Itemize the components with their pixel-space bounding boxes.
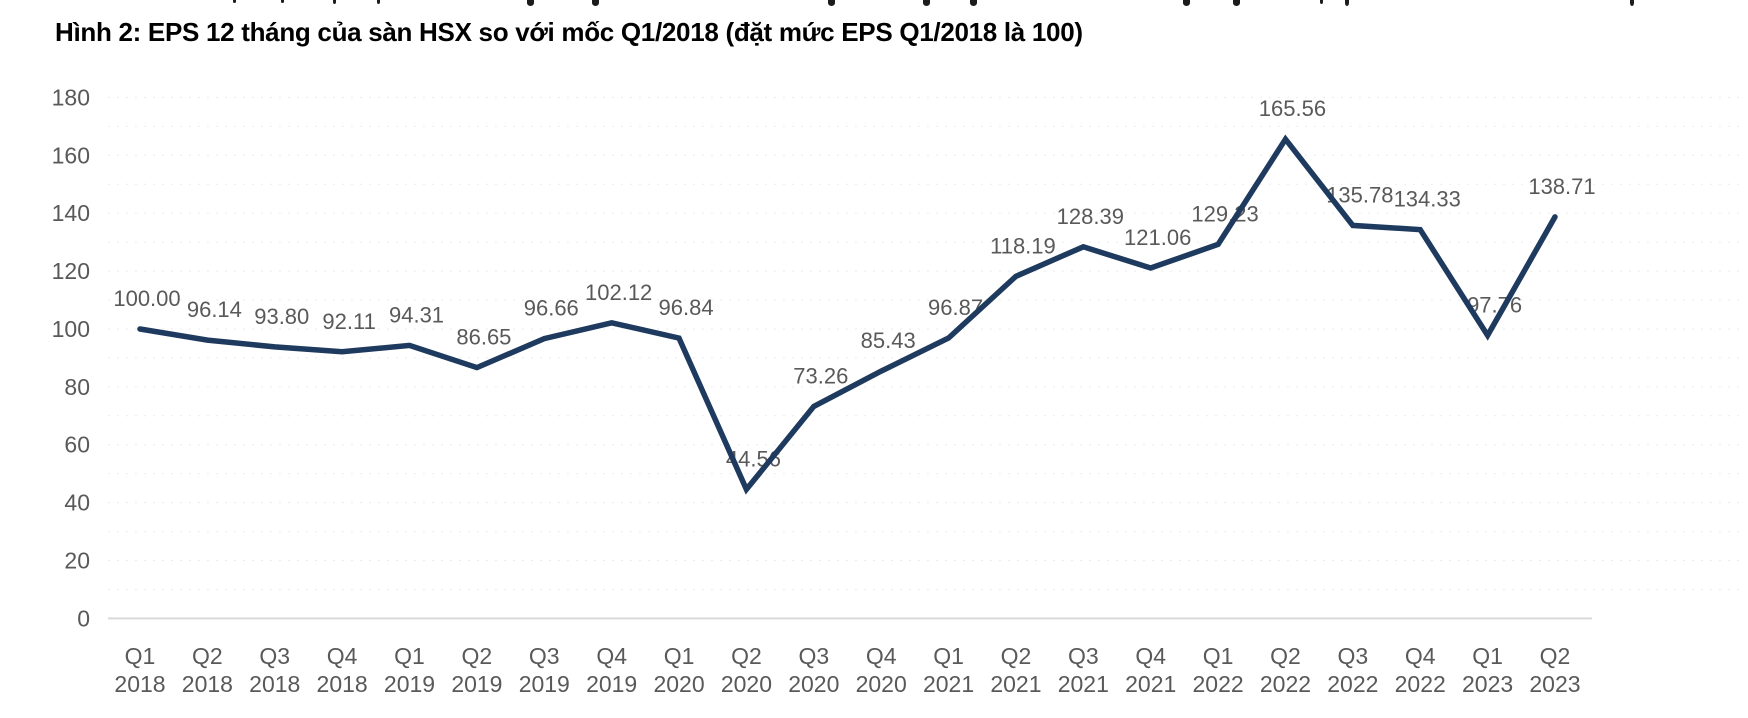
x-axis-tick-label: Q2 2022 — [1260, 643, 1311, 697]
clipped-text-fragment — [1183, 0, 1190, 6]
x-axis-tick-label: Q1 2018 — [114, 643, 165, 697]
x-axis-tick-label: Q1 2022 — [1192, 643, 1243, 697]
x-axis-tick-label: Q2 2021 — [990, 643, 1041, 697]
clipped-text-fragment — [281, 0, 284, 3]
clipped-text-fragment — [377, 0, 380, 4]
data-label: 93.80 — [254, 304, 309, 329]
data-label: 85.43 — [861, 328, 916, 353]
x-axis-tick-label: Q1 2023 — [1462, 643, 1513, 697]
x-axis-tick-label: Q3 2021 — [1058, 643, 1109, 697]
y-axis-tick-label: 140 — [52, 200, 90, 226]
x-axis-tick-label: Q2 2023 — [1529, 643, 1580, 697]
x-axis-tick-label: Q3 2020 — [788, 643, 839, 697]
clipped-text-fragment — [333, 0, 336, 4]
x-axis-tick-label: Q2 2018 — [182, 643, 233, 697]
x-axis-tick-label: Q4 2019 — [586, 643, 637, 697]
x-axis-tick-label: Q3 2022 — [1327, 643, 1378, 697]
clipped-text-fragment — [1320, 0, 1323, 4]
clipped-text-fragment — [592, 0, 599, 6]
data-label: 118.19 — [990, 233, 1056, 258]
data-label: 92.11 — [322, 309, 375, 334]
clipped-text-fragment — [1345, 0, 1349, 6]
data-label: 129.23 — [1191, 201, 1258, 226]
y-axis-tick-label: 160 — [52, 142, 90, 168]
data-label: 138.71 — [1528, 174, 1595, 199]
data-label: 96.66 — [524, 296, 579, 321]
data-label: 73.26 — [793, 363, 848, 388]
x-axis-tick-label: Q3 2018 — [249, 643, 300, 697]
x-axis-tick-label: Q4 2022 — [1395, 643, 1446, 697]
x-axis-tick-label: Q1 2020 — [653, 643, 704, 697]
clipped-text-fragment — [1233, 0, 1240, 6]
x-axis-tick-label: Q2 2020 — [721, 643, 772, 697]
x-axis-tick-label: Q1 2021 — [923, 643, 974, 697]
y-axis-tick-label: 60 — [64, 432, 90, 458]
y-axis-tick-label: 0 — [77, 605, 90, 631]
data-label: 96.84 — [659, 295, 714, 320]
data-label: 86.65 — [456, 325, 511, 350]
x-axis-tick-label: Q4 2018 — [317, 643, 368, 697]
clipped-text-row — [0, 0, 1748, 9]
y-axis-tick-label: 120 — [52, 258, 90, 284]
x-axis-tick-label: Q4 2020 — [856, 643, 907, 697]
data-label: 134.33 — [1394, 187, 1461, 212]
y-axis-tick-label: 40 — [64, 490, 90, 516]
clipped-text-fragment — [923, 0, 930, 6]
y-axis-tick-label: 100 — [52, 316, 90, 342]
clipped-text-fragment — [1630, 0, 1634, 6]
x-axis-tick-label: Q2 2019 — [451, 643, 502, 697]
y-axis-tick-label: 80 — [64, 374, 90, 400]
data-label: 94.31 — [389, 302, 444, 327]
data-label: 121.06 — [1124, 225, 1191, 250]
eps-line-series — [137, 134, 1558, 495]
figure-title: Hình 2: EPS 12 tháng của sàn HSX so với … — [55, 17, 1083, 47]
y-axis-tick-label: 180 — [52, 84, 90, 110]
x-axis-tick-label: Q1 2019 — [384, 643, 435, 697]
y-axis-tick-label: 20 — [64, 548, 90, 574]
data-label: 165.56 — [1259, 96, 1326, 121]
data-label: 102.12 — [585, 280, 652, 305]
x-axis-tick-label: Q3 2019 — [519, 643, 570, 697]
data-label: 128.39 — [1057, 204, 1124, 229]
clipped-text-fragment — [527, 0, 534, 6]
data-label: 96.14 — [187, 297, 242, 322]
clipped-text-fragment — [828, 0, 835, 6]
x-axis-tick-label: Q4 2021 — [1125, 643, 1176, 697]
data-label: 100.00 — [113, 286, 180, 311]
clipped-text-fragment — [233, 0, 236, 3]
clipped-text-fragment — [970, 0, 977, 6]
